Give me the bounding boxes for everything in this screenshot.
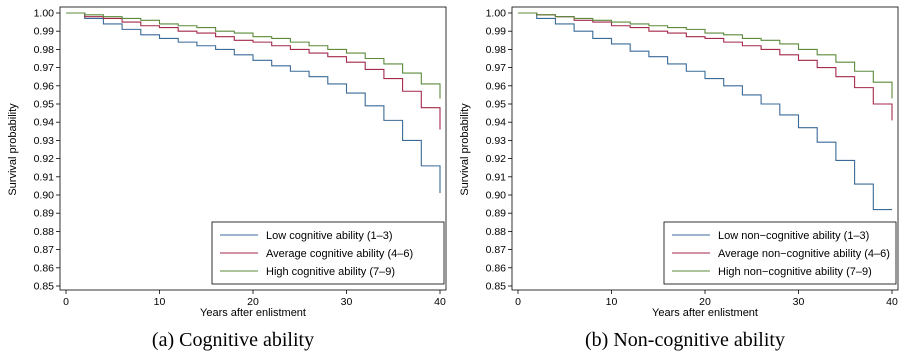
legend-label-average: Average non−cognitive ability (4–6) [718,248,890,260]
y-tick-label: 0.93 [34,135,55,147]
y-tick-label: 0.98 [486,44,507,56]
y-tick-label: 0.90 [486,190,507,202]
x-tick-label: 0 [63,296,69,308]
y-tick-label: 0.99 [486,26,507,38]
x-axis-label: Years after enlistment [200,307,306,319]
series-line-low [66,12,441,194]
y-tick-label: 0.89 [34,208,55,220]
series-line-high [66,12,441,99]
x-tick-label: 10 [154,296,166,308]
y-axis-label: Survival probability [7,103,19,196]
y-tick-label: 0.91 [486,171,507,183]
y-tick-label: 0.87 [486,244,507,256]
legend-label-high: High cognitive ability (7–9) [266,266,395,278]
y-tick-label: 0.98 [34,44,55,56]
x-tick-label: 40 [434,296,446,308]
y-tick-label: 0.92 [486,153,507,165]
y-tick-label: 0.96 [486,80,507,92]
panel-caption: (b) Non-cognitive ability [585,329,785,351]
y-tick-label: 0.88 [34,226,55,238]
series-line-low [518,12,892,211]
y-tick-label: 0.87 [34,244,55,256]
x-tick-label: 10 [606,296,618,308]
y-tick-label: 0.85 [486,281,507,293]
y-tick-label: 0.85 [34,281,55,293]
x-tick-label: 20 [247,296,259,308]
series-line-high [518,12,893,99]
y-tick-label: 0.99 [34,26,55,38]
panel-caption: (a) Cognitive ability [152,329,314,351]
x-tick-label: 20 [699,296,711,308]
y-tick-label: 0.91 [34,171,55,183]
series-line-average [518,12,893,121]
y-tick-label: 0.97 [486,62,507,74]
y-tick-label: 0.86 [34,262,55,274]
x-axis-label: Years after enlistment [652,307,758,319]
y-axis-label: Survival probability [459,103,471,196]
y-tick-label: 0.95 [486,99,507,111]
x-tick-label: 30 [793,296,805,308]
y-tick-label: 0.88 [486,226,507,238]
y-tick-label: 0.92 [34,153,55,165]
series-line-average [66,12,441,130]
y-tick-label: 1.00 [34,8,55,20]
legend-label-low: Low cognitive ability (1–3) [266,230,393,242]
y-tick-label: 0.95 [34,99,55,111]
x-tick-label: 30 [341,296,353,308]
x-tick-label: 40 [886,296,898,308]
y-tick-label: 0.96 [34,80,55,92]
y-tick-label: 0.89 [486,208,507,220]
y-tick-label: 1.00 [486,8,507,20]
legend-label-high: High non−cognitive ability (7–9) [718,266,872,278]
legend-label-average: Average cognitive ability (4–6) [266,248,413,260]
legend-label-low: Low non−cognitive ability (1–3) [718,230,869,242]
y-tick-label: 0.93 [486,135,507,147]
y-tick-label: 0.97 [34,62,55,74]
chart-panel-cognitive: 0.85 0.86 0.87 0.88 0.89 0.90 0.91 0.92 0.93 0.94… [7,6,447,351]
y-tick-label: 0.94 [486,117,507,129]
y-tick-label: 0.94 [34,117,55,129]
chart-panel-non-cognitive: 0.85 0.86 0.87 0.88 0.89 0.90 0.91 0.92 0.93 0.94… [459,6,899,351]
x-tick-label: 0 [515,296,521,308]
y-tick-label: 0.86 [486,262,507,274]
y-tick-label: 0.90 [34,190,55,202]
